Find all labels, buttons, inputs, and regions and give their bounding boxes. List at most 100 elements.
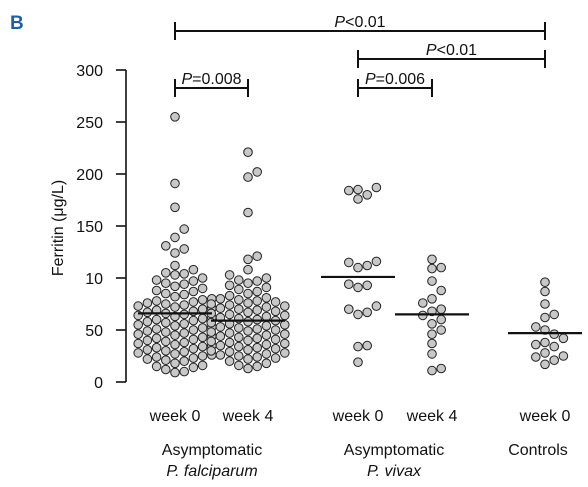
data-point <box>353 309 363 320</box>
data-point <box>206 299 216 309</box>
data-point <box>243 354 253 364</box>
y-tick-label: 150 <box>76 219 103 236</box>
data-point <box>170 330 180 341</box>
data-point <box>197 332 208 343</box>
data-point <box>133 348 143 358</box>
data-point <box>252 352 263 362</box>
data-point <box>540 286 550 297</box>
data-point <box>243 335 253 346</box>
data-point <box>362 280 373 291</box>
data-point <box>280 348 290 358</box>
data-point <box>133 301 143 311</box>
data-point <box>261 349 272 359</box>
data-point <box>243 147 253 157</box>
data-point <box>206 336 216 347</box>
data-point <box>161 327 171 337</box>
data-point <box>197 341 208 352</box>
data-point <box>188 334 199 345</box>
data-point <box>243 298 253 308</box>
data-point <box>161 346 171 356</box>
data-point <box>252 342 263 353</box>
data-point <box>261 293 272 303</box>
data-point <box>270 325 281 335</box>
data-point <box>243 264 253 275</box>
data-point <box>540 312 550 323</box>
data-point <box>234 295 244 305</box>
data-point <box>243 254 253 265</box>
data-point <box>427 349 437 359</box>
data-point <box>243 363 253 374</box>
data-point <box>188 286 199 297</box>
data-point <box>531 322 541 332</box>
p-value-label: P<0.01 <box>426 42 477 59</box>
data-point <box>197 283 208 294</box>
data-point <box>142 354 153 364</box>
data-point <box>549 309 560 320</box>
data-point <box>436 285 447 296</box>
data-point <box>371 256 382 267</box>
data-point <box>151 314 162 325</box>
data-point <box>170 349 180 359</box>
data-point <box>224 309 235 320</box>
median-lines <box>138 275 582 335</box>
data-point <box>234 360 244 371</box>
data-point <box>170 260 180 271</box>
data-point <box>142 335 153 346</box>
data-point <box>261 282 272 293</box>
data-point <box>252 361 263 372</box>
data-point <box>436 304 447 315</box>
data-point <box>252 286 263 297</box>
axes: 0 50 10 150 200 250 300 <box>76 63 127 392</box>
data-point <box>234 323 244 333</box>
data-point <box>142 316 153 327</box>
data-point <box>197 323 208 333</box>
data-point <box>362 307 373 318</box>
data-point <box>151 342 162 353</box>
y-tick-label: 200 <box>76 167 103 184</box>
data-point <box>151 352 162 362</box>
data-point <box>427 254 437 265</box>
data-point <box>243 172 253 182</box>
data-point <box>197 295 208 305</box>
data-point <box>252 167 263 177</box>
data-point <box>170 248 180 258</box>
data-point <box>371 301 382 311</box>
data-point <box>224 356 235 367</box>
data-point <box>243 345 253 355</box>
data-point <box>261 358 272 369</box>
data-point <box>261 339 272 350</box>
data-point <box>133 338 143 349</box>
data-point <box>151 333 162 344</box>
data-point <box>531 339 541 350</box>
data-point <box>270 343 281 354</box>
data-point <box>270 353 281 363</box>
data-point <box>179 319 189 329</box>
data-point <box>142 298 153 308</box>
data-point <box>344 185 354 196</box>
data-point <box>427 294 437 304</box>
data-point <box>170 291 180 302</box>
data-point <box>161 317 171 328</box>
data-point <box>540 277 550 288</box>
p-value-label: P=0.006 <box>365 71 425 88</box>
data-point <box>188 362 199 373</box>
data-point <box>234 284 244 295</box>
data-point <box>161 336 171 347</box>
data-point <box>234 275 244 285</box>
data-point <box>353 262 363 273</box>
p-value-label: P<0.01 <box>334 14 385 31</box>
data-point <box>170 321 180 331</box>
x-category-label: week 0 <box>519 408 571 425</box>
data-point <box>531 352 541 362</box>
data-point <box>215 350 226 360</box>
data-point <box>243 278 253 289</box>
group-label: Controls <box>508 442 568 459</box>
p-value-label: P=0.008 <box>181 71 241 88</box>
data-point <box>436 325 447 335</box>
data-point <box>197 313 208 324</box>
data-point <box>170 302 180 312</box>
data-point <box>133 329 143 340</box>
data-point <box>170 178 180 189</box>
x-category-label: week 4 <box>222 408 274 425</box>
data-point <box>353 341 363 352</box>
